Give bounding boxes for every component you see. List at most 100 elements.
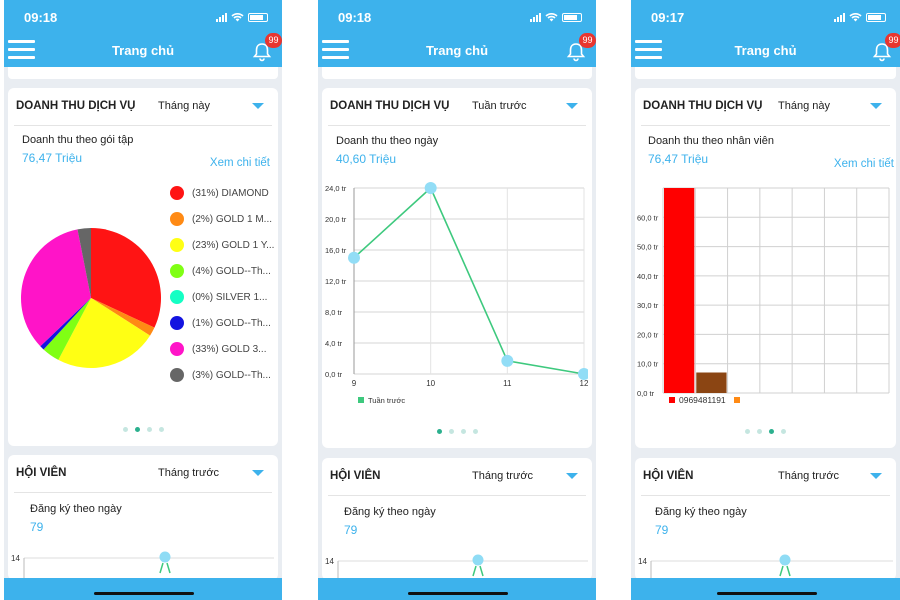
x-tick-label: 10 — [426, 379, 435, 388]
battery-icon — [248, 13, 268, 22]
legend-swatch — [734, 397, 740, 403]
y-tick-label: 16,0 tr — [325, 246, 347, 255]
legend-swatch — [170, 342, 184, 356]
previous-card-edge — [322, 67, 592, 79]
chevron-down-icon[interactable] — [252, 470, 264, 476]
revenue-card: DOANH THU DỊCH VỤ Tuần trước Doanh thu t… — [322, 88, 592, 448]
signal-icon — [216, 13, 227, 22]
page-indicator[interactable] — [322, 429, 592, 434]
legend-item: (3%) GOLD--Th... — [170, 362, 274, 388]
page-indicator[interactable] — [635, 429, 896, 434]
system-icons — [834, 12, 886, 22]
line-chart: 0,0 tr 4,0 tr 8,0 tr 12,0 tr 16,0 tr 20,0 tr 2… — [325, 182, 588, 405]
period-dropdown[interactable]: Tuần trước — [472, 100, 527, 112]
legend-label: Tuần trước — [368, 396, 405, 405]
pie-chart — [21, 228, 161, 368]
legend-label: (1%) GOLD--Th... — [192, 317, 271, 329]
view-detail-link[interactable]: Xem chi tiết — [833, 158, 894, 170]
wifi-icon — [545, 13, 558, 22]
revenue-card: DOANH THU DỊCH VỤ Tháng này Doanh thu th… — [8, 88, 278, 446]
member-value: 79 — [30, 520, 44, 534]
card-header: DOANH THU DỊCH VỤ Tháng này — [14, 88, 272, 126]
legend-swatch — [170, 212, 184, 226]
legend-label: (2%) GOLD 1 M... — [192, 213, 273, 225]
chevron-down-icon[interactable] — [870, 103, 882, 109]
card-header: DOANH THU DỊCH VỤ Tuần trước — [328, 88, 586, 126]
member-card: HỘI VIÊN Tháng trước Đăng ký theo ngày 7… — [322, 458, 592, 582]
view-detail-link[interactable]: Xem chi tiết — [209, 157, 270, 169]
legend-swatch — [358, 397, 364, 403]
status-time: 09:17 — [651, 10, 685, 25]
chart-subtitle: Đăng ký theo ngày — [30, 503, 122, 515]
card-title: DOANH THU DỊCH VỤ — [16, 100, 136, 112]
member-value: 79 — [344, 523, 358, 537]
period-dropdown[interactable]: Tháng này — [778, 100, 830, 112]
legend-item: (0%) SILVER 1... — [170, 284, 274, 310]
status-bar: 09:18 — [318, 0, 596, 34]
notification-badge: 99 — [579, 33, 596, 48]
legend-swatch — [170, 186, 184, 200]
status-time: 09:18 — [338, 10, 372, 25]
phone-screen-2: 09:18 Trang chủ 99 DOANH THU DỊCH VỤ Tuầ… — [318, 0, 596, 600]
chevron-down-icon[interactable] — [252, 103, 264, 109]
bell-icon[interactable] — [872, 42, 892, 62]
member-card: HỘI VIÊN Tháng trước Đăng ký theo ngày 7… — [635, 458, 896, 582]
system-icons — [216, 12, 268, 22]
x-tick-label: 11 — [503, 379, 512, 388]
y-tick-label: 40,0 tr — [637, 272, 659, 281]
pie-slice — [21, 229, 91, 347]
wifi-icon — [849, 13, 862, 22]
y-tick-label: 50,0 tr — [637, 243, 659, 252]
wifi-icon — [231, 13, 244, 22]
bar — [664, 188, 695, 393]
period-dropdown[interactable]: Tháng trước — [472, 470, 534, 482]
card-title: HỘI VIÊN — [16, 467, 67, 479]
page-title: Trang chủ — [111, 43, 175, 58]
data-point — [424, 182, 437, 194]
member-chart-preview: 14 — [638, 554, 893, 582]
chart-subtitle: Doanh thu theo gói tập — [22, 134, 134, 146]
y-tick-label: 0,0 tr — [325, 370, 343, 379]
data-point — [159, 551, 171, 563]
bell-icon[interactable] — [566, 42, 586, 62]
app-header: Trang chủ 99 — [631, 33, 900, 67]
legend-item: (4%) GOLD--Th... — [170, 258, 274, 284]
data-point — [472, 554, 484, 566]
legend-swatch — [170, 368, 184, 382]
y-tick-label: 60,0 tr — [637, 213, 659, 222]
legend-swatch — [669, 397, 675, 403]
period-dropdown[interactable]: Tháng này — [158, 100, 210, 112]
menu-icon[interactable] — [635, 40, 662, 60]
legend-label: (3%) GOLD--Th... — [192, 369, 271, 381]
pie-slice — [91, 228, 161, 328]
page-title: Trang chủ — [425, 43, 489, 58]
status-bar: 09:17 — [631, 0, 900, 34]
y-tick-label: 14 — [325, 557, 334, 566]
member-card: HỘI VIÊN Tháng trước Đăng ký theo ngày 7… — [8, 455, 278, 580]
period-dropdown[interactable]: Tháng trước — [158, 467, 220, 479]
bell-icon[interactable] — [252, 42, 272, 62]
pie-slice — [77, 228, 91, 298]
home-indicator — [318, 578, 596, 600]
legend-label: (33%) GOLD 3... — [192, 343, 267, 355]
phone-screen-1: 09:18 Trang chủ 99 DOANH THU DỊCH VỤ Thá… — [4, 0, 282, 600]
legend-item: (23%) GOLD 1 Y... — [170, 232, 274, 258]
page-title: Trang chủ — [734, 43, 797, 58]
chevron-down-icon[interactable] — [870, 473, 882, 479]
menu-icon[interactable] — [322, 40, 349, 60]
card-header: DOANH THU DỊCH VỤ Tháng này — [641, 88, 890, 126]
period-dropdown[interactable]: Tháng trước — [778, 470, 840, 482]
card-header: HỘI VIÊN Tháng trước — [14, 455, 272, 493]
chevron-down-icon[interactable] — [566, 103, 578, 109]
menu-icon[interactable] — [8, 40, 35, 60]
y-tick-label: 30,0 tr — [637, 301, 659, 310]
chart-subtitle: Đăng ký theo ngày — [344, 506, 436, 518]
data-point — [501, 354, 514, 367]
chevron-down-icon[interactable] — [566, 473, 578, 479]
legend-label: (4%) GOLD--Th... — [192, 265, 271, 277]
bar — [696, 372, 727, 393]
chart-subtitle: Doanh thu theo nhân viên — [648, 135, 774, 147]
y-tick-label: 8,0 tr — [325, 308, 343, 317]
legend-swatch — [170, 316, 184, 330]
page-indicator[interactable] — [8, 427, 278, 432]
